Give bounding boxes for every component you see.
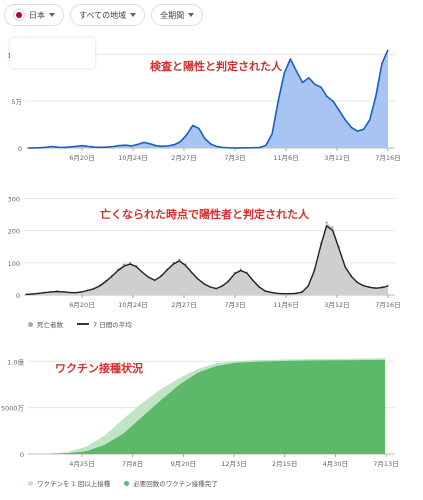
x-tick-label: 11月6日	[273, 154, 298, 162]
cases-chart[interactable]: 05万10万6月20日10月24日2月27日7月3日11月6日3月12日7月16…	[0, 30, 423, 170]
deaths-point	[123, 263, 126, 266]
y-tick-label: 1.0億	[7, 357, 24, 366]
japan-flag-icon	[13, 9, 25, 21]
legend-label-full: 必要回数のワクチン接種完了	[133, 480, 218, 488]
x-tick-label: 2月27日	[171, 301, 196, 309]
cases-chart-panel: 05万10万6月20日10月24日2月27日7月3日11月6日3月12日7月16…	[0, 30, 423, 170]
deaths-point	[129, 261, 132, 264]
legend-label-deaths: 死亡者数	[37, 321, 63, 329]
x-tick-label: 6月20日	[69, 154, 94, 162]
period-filter-label: 全期間	[160, 10, 185, 20]
cases-chart-title: 検査と陽性と判定された人	[150, 60, 282, 73]
x-tick-label: 3月12日	[324, 154, 349, 162]
deaths-area	[26, 222, 388, 295]
x-tick-label: 7月3日	[224, 154, 245, 162]
legend-dot-icon	[28, 480, 33, 486]
region-filter[interactable]: すべての地域	[70, 4, 146, 26]
y-tick-label: 5000万	[1, 405, 25, 413]
legend-item-full: 必要回数のワクチン接種完了	[124, 478, 218, 488]
deaths-chart-panel: 0 100 200 300 6月20日 10月24日 2月27日 7月3日 11月6日 3月12日…	[0, 176, 423, 336]
vaccination-legend: ワクチンを 1 回以上接種 必要回数のワクチン接種完了	[28, 478, 218, 488]
deaths-chart[interactable]: 0 100 200 300 6月20日 10月24日 2月27日 7月3日 11月6日 3月12日…	[0, 176, 423, 336]
x-tick-label: 7月3日	[224, 301, 245, 309]
deaths-point	[325, 221, 328, 224]
chevron-down-icon	[188, 13, 195, 17]
deaths-point	[331, 226, 334, 229]
vaccination-chart[interactable]: 0 5000万 1.0億 4月25日 7月8日 9月20日 12月3日 2月15日 4月30日 7…	[0, 340, 423, 500]
legend-item-average: 7 日間の平均	[77, 319, 132, 329]
y-tick-label: 5万	[11, 98, 22, 106]
deaths-chart-title: 亡くなられた時点で陽性者と判定された人	[100, 208, 309, 221]
period-filter[interactable]: 全期間	[151, 4, 204, 26]
x-tick-label: 4月25日	[69, 460, 94, 468]
x-tick-label: 10月24日	[118, 301, 148, 309]
legend-item-one-dose: ワクチンを 1 回以上接種	[28, 478, 110, 488]
y-tick-label: 200	[8, 228, 20, 236]
country-filter-label: 日本	[29, 10, 45, 20]
x-tick-label: 7月13日	[373, 460, 398, 468]
vaccination-full-area	[30, 359, 385, 454]
country-filter[interactable]: 日本	[4, 4, 64, 26]
x-tick-label: 7月16日	[375, 301, 400, 309]
deaths-point	[239, 268, 242, 271]
deaths-point	[178, 258, 181, 261]
x-tick-label: 4月30日	[323, 460, 348, 468]
x-tick-label: 2月15日	[272, 460, 297, 468]
x-tick-label: 10月24日	[118, 154, 148, 162]
legend-line-icon	[77, 323, 89, 325]
chevron-down-icon	[49, 13, 55, 17]
y-tick-label: 100	[8, 260, 20, 268]
x-tick-label: 7月16日	[375, 154, 400, 162]
y-tick-label: 0	[18, 145, 22, 153]
legend-dot-icon	[124, 480, 130, 486]
filter-bar: 日本 すべての地域 全期間	[4, 4, 204, 28]
x-tick-label: 3月12日	[324, 301, 349, 309]
x-tick-label: 6月20日	[69, 301, 94, 309]
vaccination-chart-panel: 0 5000万 1.0億 4月25日 7月8日 9月20日 12月3日 2月15日 4月30日 7…	[0, 340, 423, 500]
x-tick-label: 2月27日	[171, 154, 196, 162]
x-tick-label: 12月3日	[221, 460, 246, 468]
y-tick-label: 0	[20, 451, 24, 459]
x-tick-label: 11月6日	[273, 301, 298, 309]
y-tick-label: 300	[8, 195, 20, 203]
chevron-down-icon	[130, 13, 137, 17]
deaths-average-line	[25, 225, 389, 296]
y-tick-label: 0	[16, 292, 20, 300]
legend-dot-icon	[28, 321, 33, 327]
cases-line	[27, 49, 389, 149]
legend-item-deaths: 死亡者数	[28, 319, 63, 329]
vaccination-chart-title: ワクチン接種状況	[55, 362, 143, 375]
deaths-legend: 死亡者数 7 日間の平均	[28, 319, 132, 329]
region-filter-label: すべての地域	[79, 10, 127, 20]
legend-label-average: 7 日間の平均	[93, 321, 132, 329]
legend-label-one-dose: ワクチンを 1 回以上接種	[37, 480, 111, 488]
x-tick-label: 7月8日	[122, 460, 143, 468]
cases-overlay-box	[10, 38, 95, 68]
x-tick-label: 9月20日	[171, 460, 196, 468]
